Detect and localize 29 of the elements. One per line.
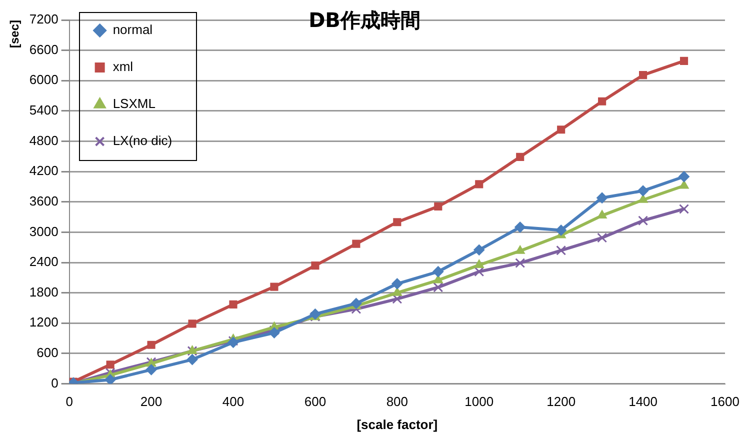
x-tick-label: 800 bbox=[386, 394, 408, 410]
y-tick-label: 4800 bbox=[29, 132, 58, 148]
x-axis-title: [scale factor] bbox=[356, 416, 438, 432]
x-tick-label: 1200 bbox=[546, 394, 576, 410]
x-tick-label: 600 bbox=[304, 394, 326, 410]
legend-label: LX(no dic) bbox=[112, 133, 172, 148]
y-tick-label: 2400 bbox=[29, 254, 58, 270]
legend-label: xml bbox=[112, 59, 134, 74]
y-tick-label: 3600 bbox=[29, 193, 58, 208]
y-tick-label: 5400 bbox=[29, 102, 58, 118]
x-tick-label: 1000 bbox=[464, 394, 494, 410]
x-tick-label: 1600 bbox=[710, 394, 740, 410]
chart-title: DB作成時間 bbox=[308, 8, 420, 32]
y-tick-label: 600 bbox=[36, 345, 58, 360]
x-tick-label: 1400 bbox=[628, 394, 658, 410]
y-tick-label: 6000 bbox=[29, 72, 58, 88]
y-tick-label: 1200 bbox=[29, 314, 58, 330]
x-tick-label: 200 bbox=[140, 394, 162, 410]
y-axis-title: [sec] bbox=[8, 20, 22, 48]
legend-label: normal bbox=[112, 22, 153, 38]
y-tick-label: 1800 bbox=[29, 284, 58, 300]
x-tick-label: 400 bbox=[222, 394, 244, 410]
y-tick-label: 6600 bbox=[29, 42, 58, 57]
y-tick-label: 0 bbox=[51, 375, 58, 390]
x-tick-label: 0 bbox=[66, 394, 73, 410]
y-tick-label: 3000 bbox=[29, 224, 58, 239]
legend-label: LSXML bbox=[112, 96, 156, 112]
y-tick-label: 4200 bbox=[29, 163, 58, 178]
y-tick-label: 7200 bbox=[29, 12, 58, 27]
